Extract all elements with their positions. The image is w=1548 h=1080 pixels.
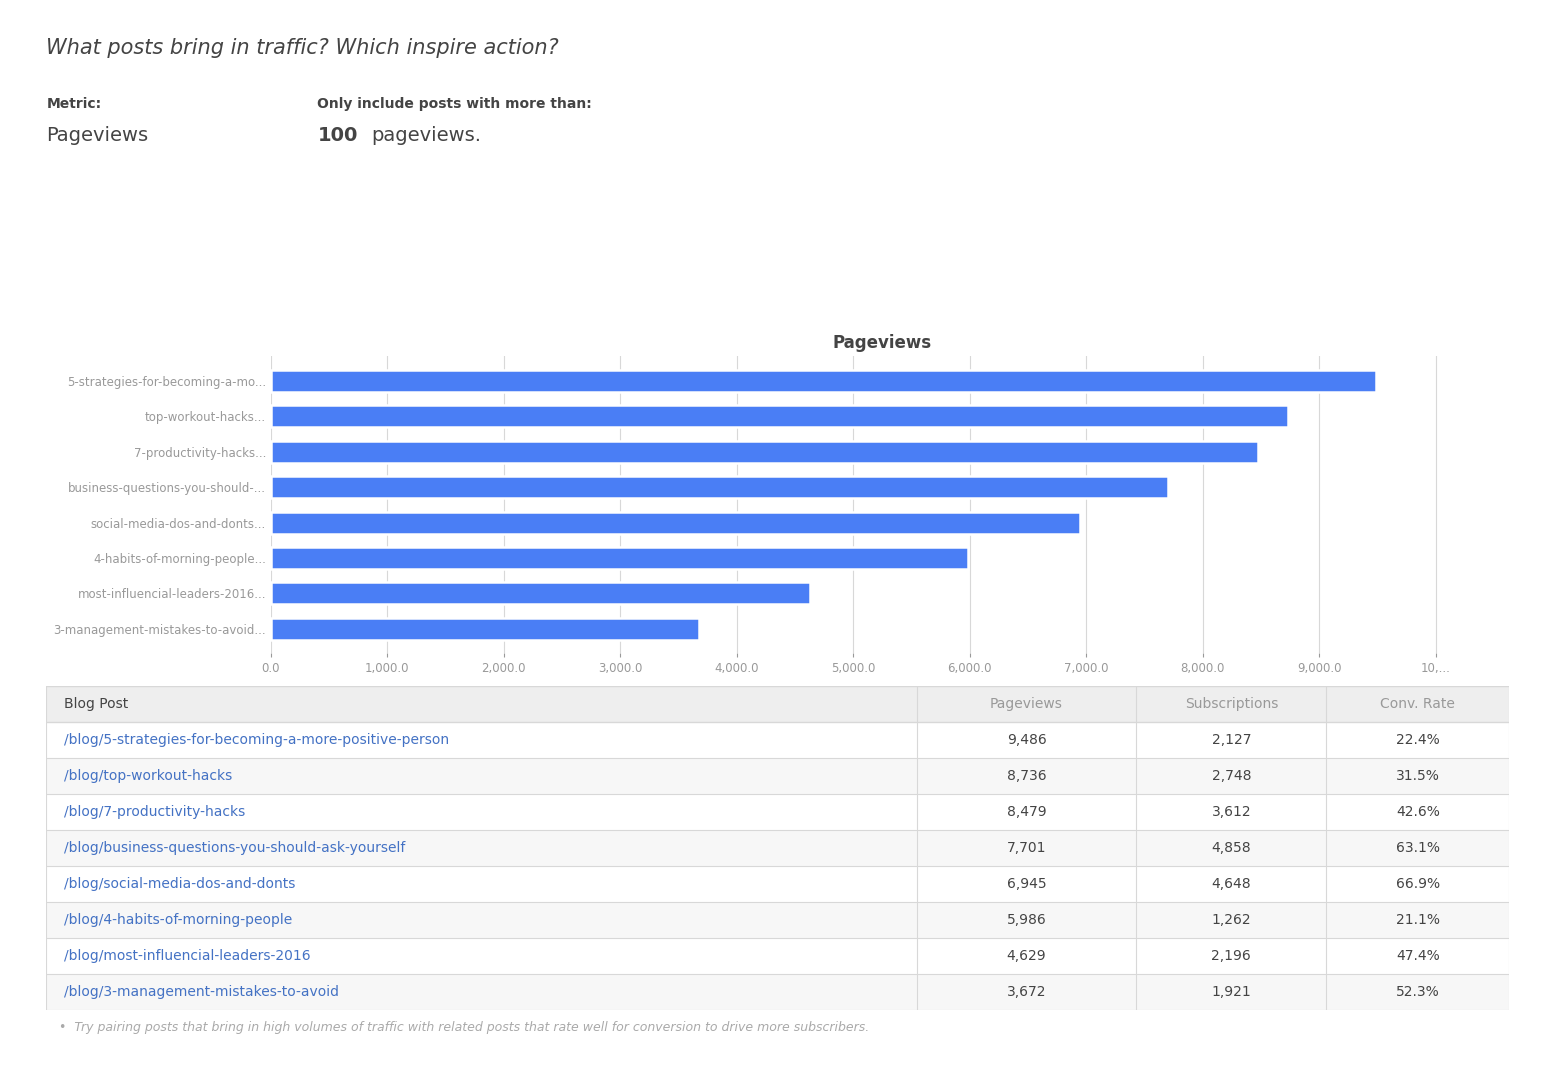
FancyBboxPatch shape	[46, 974, 1509, 1010]
Text: 4,648: 4,648	[1212, 877, 1251, 891]
FancyBboxPatch shape	[46, 902, 1509, 937]
Text: 6,945: 6,945	[1006, 877, 1046, 891]
Text: 3,612: 3,612	[1212, 805, 1251, 819]
Text: 66.9%: 66.9%	[1396, 877, 1440, 891]
Text: Pageviews: Pageviews	[991, 697, 1063, 711]
FancyBboxPatch shape	[46, 686, 1509, 721]
Text: /blog/social-media-dos-and-donts: /blog/social-media-dos-and-donts	[63, 877, 296, 891]
Text: 42.6%: 42.6%	[1396, 805, 1440, 819]
Text: 7,701: 7,701	[1006, 841, 1046, 854]
Bar	[271, 512, 1081, 534]
Text: Blog Post: Blog Post	[63, 697, 128, 711]
Text: 9,486: 9,486	[1006, 733, 1046, 746]
Text: 63.1%: 63.1%	[1396, 841, 1440, 854]
Bar	[271, 369, 1376, 392]
Bar	[271, 476, 1167, 498]
FancyBboxPatch shape	[46, 794, 1509, 829]
Text: /blog/4-habits-of-morning-people: /blog/4-habits-of-morning-people	[63, 913, 293, 927]
Text: Metric:: Metric:	[46, 97, 102, 111]
Text: 2,127: 2,127	[1212, 733, 1251, 746]
Text: 2,196: 2,196	[1212, 949, 1251, 962]
Text: /blog/most-influencial-leaders-2016: /blog/most-influencial-leaders-2016	[63, 949, 311, 962]
FancyBboxPatch shape	[46, 866, 1509, 902]
Text: Pageviews: Pageviews	[46, 126, 149, 146]
Text: Subscriptions: Subscriptions	[1184, 697, 1279, 711]
FancyBboxPatch shape	[46, 758, 1509, 794]
Text: /blog/7-productivity-hacks: /blog/7-productivity-hacks	[63, 805, 245, 819]
Text: 3,672: 3,672	[1006, 985, 1046, 999]
Text: 5,986: 5,986	[1006, 913, 1046, 927]
Text: /blog/top-workout-hacks: /blog/top-workout-hacks	[63, 769, 232, 783]
Text: 47.4%: 47.4%	[1396, 949, 1440, 962]
Text: •  Try pairing posts that bring in high volumes of traffic with related posts th: • Try pairing posts that bring in high v…	[59, 1021, 868, 1034]
Bar	[271, 618, 698, 639]
Text: 22.4%: 22.4%	[1396, 733, 1440, 746]
Text: Only include posts with more than:: Only include posts with more than:	[317, 97, 591, 111]
Text: /blog/5-strategies-for-becoming-a-more-positive-person: /blog/5-strategies-for-becoming-a-more-p…	[63, 733, 449, 746]
Bar	[271, 582, 810, 605]
Text: 100: 100	[317, 126, 358, 146]
Bar	[271, 548, 968, 569]
FancyBboxPatch shape	[46, 721, 1509, 758]
Text: pageviews.: pageviews.	[372, 126, 481, 146]
Text: 31.5%: 31.5%	[1396, 769, 1440, 783]
FancyBboxPatch shape	[46, 937, 1509, 974]
Text: What posts bring in traffic? Which inspire action?: What posts bring in traffic? Which inspi…	[46, 38, 559, 58]
Text: 4,629: 4,629	[1006, 949, 1046, 962]
Text: 52.3%: 52.3%	[1396, 985, 1440, 999]
Text: 21.1%: 21.1%	[1396, 913, 1440, 927]
FancyBboxPatch shape	[46, 829, 1509, 866]
Bar	[271, 441, 1259, 462]
Text: Conv. Rate: Conv. Rate	[1381, 697, 1455, 711]
Text: 8,736: 8,736	[1006, 769, 1046, 783]
Text: 1,921: 1,921	[1212, 985, 1251, 999]
Text: /blog/business-questions-you-should-ask-yourself: /blog/business-questions-you-should-ask-…	[63, 841, 406, 854]
Text: 1,262: 1,262	[1212, 913, 1251, 927]
Text: /blog/3-management-mistakes-to-avoid: /blog/3-management-mistakes-to-avoid	[63, 985, 339, 999]
Text: 4,858: 4,858	[1212, 841, 1251, 854]
Text: 2,748: 2,748	[1212, 769, 1251, 783]
Title: Pageviews: Pageviews	[833, 334, 932, 352]
Text: 8,479: 8,479	[1006, 805, 1046, 819]
Bar	[271, 405, 1288, 428]
